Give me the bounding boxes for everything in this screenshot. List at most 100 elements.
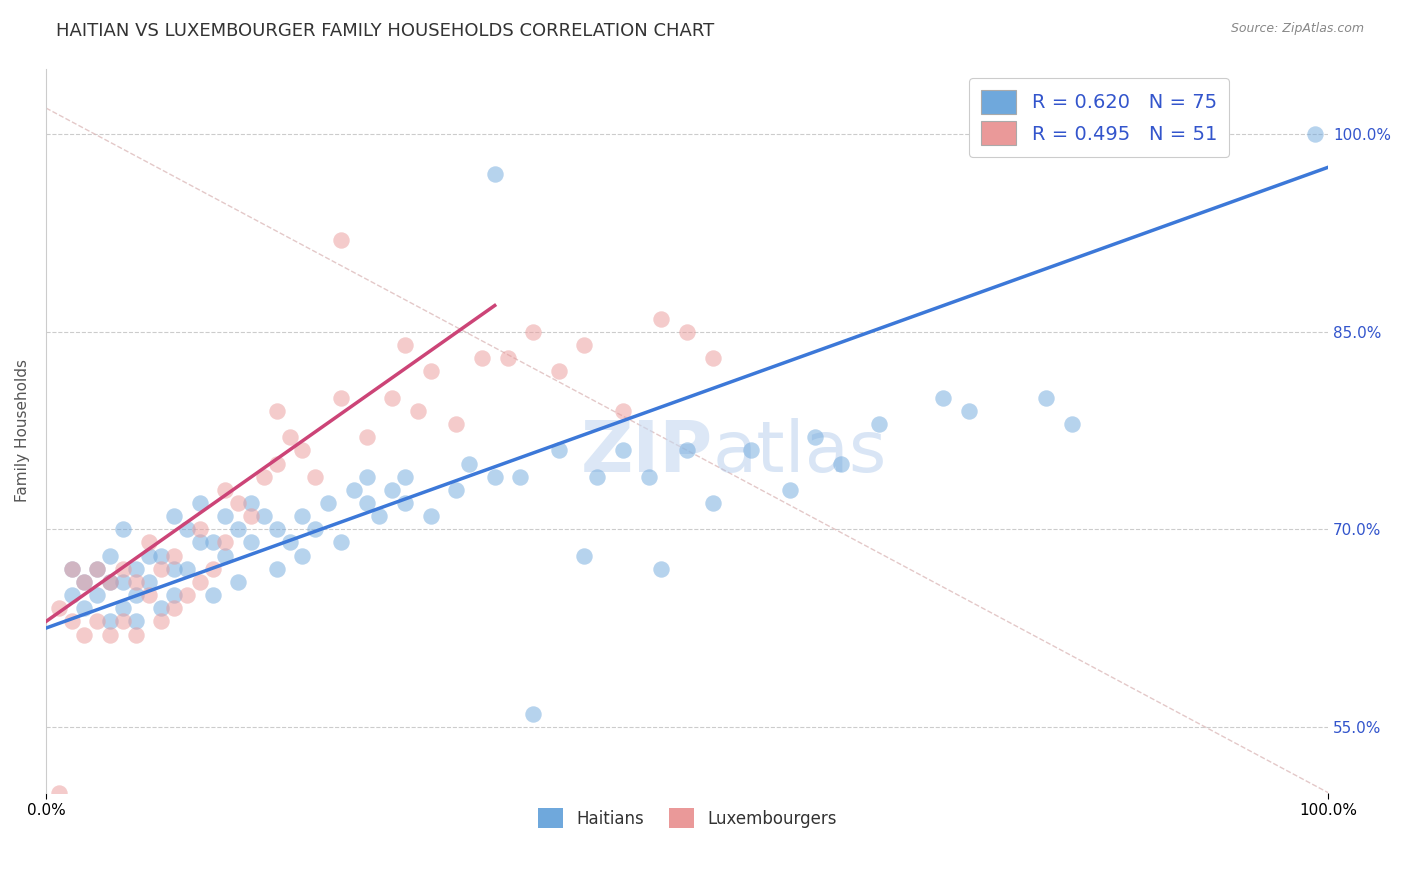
Point [932, 391, 955, 405]
Point [60, 562, 83, 576]
Point [111, 601, 134, 615]
Point [266, 457, 288, 471]
Point [73, 628, 96, 642]
Point [676, 325, 699, 339]
Text: Source: ZipAtlas.com: Source: ZipAtlas.com [1230, 22, 1364, 36]
Point [637, 469, 659, 483]
Point [188, 535, 211, 549]
Point [316, 496, 339, 510]
Point [458, 457, 481, 471]
Point [125, 588, 148, 602]
Point [291, 509, 314, 524]
Point [214, 509, 236, 524]
Point [446, 483, 468, 497]
Point [522, 325, 544, 339]
Point [73, 574, 96, 589]
Point [111, 615, 134, 629]
Point [394, 469, 416, 483]
Point [471, 351, 494, 366]
Point [496, 351, 519, 366]
Point [240, 509, 263, 524]
Point [226, 574, 249, 589]
Point [381, 391, 404, 405]
Point [740, 443, 762, 458]
Point [291, 549, 314, 563]
Point [125, 615, 148, 629]
Point [868, 417, 890, 431]
Point [702, 351, 724, 366]
Point [188, 522, 211, 536]
Point [574, 549, 596, 563]
Point [804, 430, 827, 444]
Point [163, 588, 186, 602]
Point [266, 562, 288, 576]
Point [111, 562, 134, 576]
Point [98, 549, 121, 563]
Point [830, 457, 852, 471]
Point [60, 562, 83, 576]
Point [356, 496, 378, 510]
Point [163, 562, 186, 576]
Point [343, 483, 366, 497]
Point [702, 496, 724, 510]
Point [394, 338, 416, 352]
Point [150, 601, 173, 615]
Point [253, 469, 276, 483]
Point [419, 364, 441, 378]
Point [329, 233, 352, 247]
Point [86, 562, 108, 576]
Point [226, 522, 249, 536]
Point [612, 443, 634, 458]
Point [240, 535, 263, 549]
Point [73, 601, 96, 615]
Point [291, 443, 314, 458]
Point [547, 364, 569, 378]
Point [138, 549, 160, 563]
Point [329, 391, 352, 405]
Point [201, 588, 224, 602]
Point [304, 469, 326, 483]
Point [188, 496, 211, 510]
Point [226, 496, 249, 510]
Point [138, 588, 160, 602]
Point [176, 588, 198, 602]
Point [111, 574, 134, 589]
Point [446, 417, 468, 431]
Y-axis label: Family Households: Family Households [15, 359, 30, 502]
Point [1035, 391, 1057, 405]
Point [150, 562, 173, 576]
Point [98, 628, 121, 642]
Point [650, 562, 672, 576]
Point [419, 509, 441, 524]
Point [73, 574, 96, 589]
Point [676, 443, 699, 458]
Point [278, 430, 301, 444]
Point [98, 615, 121, 629]
Point [547, 443, 569, 458]
Point [1305, 128, 1327, 142]
Point [329, 535, 352, 549]
Point [138, 574, 160, 589]
Point [48, 786, 70, 800]
Point [125, 562, 148, 576]
Point [150, 615, 173, 629]
Point [266, 522, 288, 536]
Point [1060, 417, 1083, 431]
Point [163, 601, 186, 615]
Point [176, 562, 198, 576]
Point [356, 430, 378, 444]
Point [356, 469, 378, 483]
Point [86, 615, 108, 629]
Point [266, 404, 288, 418]
Point [957, 404, 980, 418]
Point [60, 615, 83, 629]
Point [98, 574, 121, 589]
Point [381, 483, 404, 497]
Point [48, 601, 70, 615]
Point [612, 404, 634, 418]
Point [188, 574, 211, 589]
Point [125, 574, 148, 589]
Point [201, 535, 224, 549]
Point [214, 535, 236, 549]
Point [278, 535, 301, 549]
